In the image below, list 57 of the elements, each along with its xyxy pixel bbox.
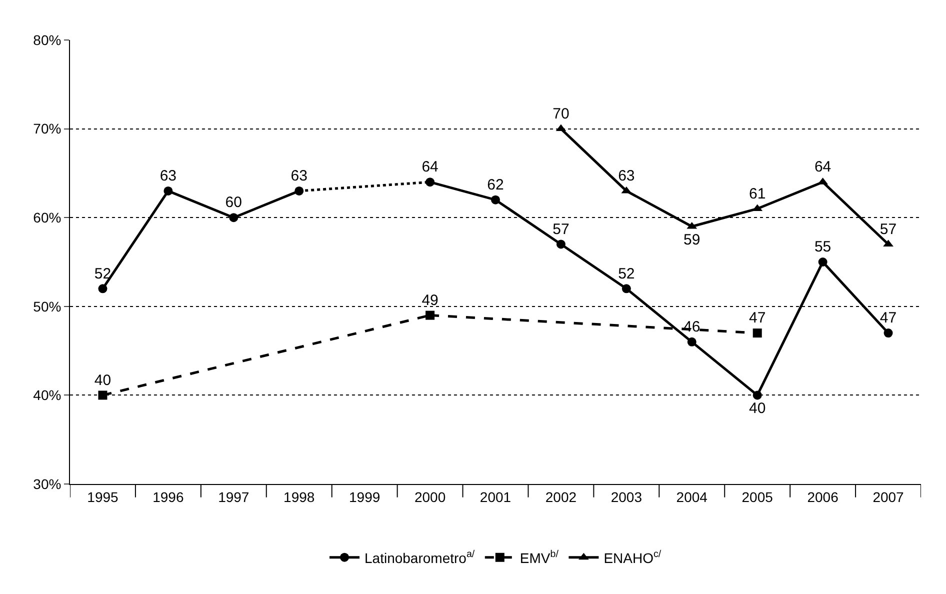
data-label: 70: [552, 105, 570, 122]
x-tick-label: 2000: [414, 488, 446, 505]
data-label: 40: [94, 372, 112, 389]
y-tick-label: 50%: [33, 298, 62, 314]
y-tick-label: 40%: [33, 387, 62, 404]
data-label: 55: [814, 238, 832, 256]
legend-label: EMV$^{b/}$: [520, 548, 559, 566]
point: [556, 240, 566, 249]
point: [164, 186, 173, 196]
data-label: 62: [487, 176, 504, 194]
point: [426, 178, 435, 187]
data-label: 47: [880, 310, 897, 327]
point: [98, 284, 108, 294]
data-label: 63: [290, 168, 308, 185]
y-tick-label: 60%: [33, 210, 62, 226]
data-label: 63: [160, 168, 177, 185]
x-tick-label: 1998: [284, 488, 315, 505]
x-tick-label: 1999: [349, 488, 380, 505]
data-label: 63: [618, 168, 635, 185]
point: [818, 258, 828, 266]
point: [98, 390, 108, 400]
point: [294, 186, 304, 196]
x-tick-label: 2003: [610, 488, 642, 505]
data-label: 64: [422, 158, 438, 176]
x-tick-label: 2002: [545, 488, 577, 505]
x-tick-label: 1996: [152, 488, 184, 505]
point: [622, 284, 631, 294]
point: [752, 328, 762, 338]
legend-label: Latinobarometro$^{a/}$: [364, 548, 475, 566]
data-label: 61: [749, 185, 766, 202]
x-tick-label: 2006: [807, 488, 839, 505]
data-label: 49: [422, 292, 438, 309]
point: [884, 328, 893, 338]
data-label: 59: [684, 231, 700, 248]
legend-label: ENAHO$^{c/}$: [604, 548, 662, 566]
data-label: 57: [880, 220, 897, 238]
data-label: 64: [814, 158, 832, 176]
point: [229, 213, 238, 222]
data-label: 40: [749, 400, 766, 418]
point: [426, 310, 435, 320]
data-label: 57: [552, 220, 570, 238]
data-label: 52: [94, 265, 112, 282]
data-label: 52: [618, 265, 635, 282]
x-tick-label: 2001: [480, 488, 512, 505]
data-label: 60: [225, 194, 242, 212]
x-tick-label: 2007: [872, 488, 904, 505]
data-label: 47: [749, 310, 766, 327]
x-tick-label: 2005: [742, 488, 774, 505]
x-tick-label: 1995: [87, 488, 119, 505]
x-tick-label: 1997: [218, 488, 250, 505]
point: [491, 195, 500, 204]
point: [752, 390, 762, 400]
y-tick-label: 80%: [33, 32, 62, 48]
point: [687, 337, 696, 346]
y-tick-label: 30%: [33, 476, 62, 492]
y-tick-label: 70%: [33, 120, 62, 137]
x-tick-label: 2004: [676, 488, 708, 505]
